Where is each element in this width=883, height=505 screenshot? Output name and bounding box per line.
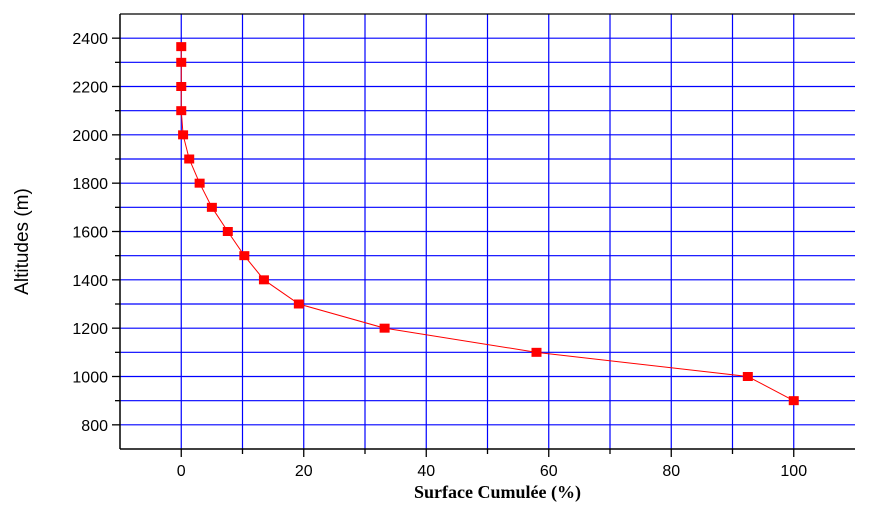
y-tick-label: 1800 [72,176,108,193]
y-axis-label: Altitudes (m) [12,188,33,295]
data-point-marker [742,372,753,381]
data-point-marker [176,57,187,67]
y-tick-label: 1600 [72,225,108,242]
x-tick-label: 0 [177,463,186,480]
tick-labels: 0 20 40 60 80 100 800 1000 1200 1400 1600 1800 2000 2… [72,31,807,480]
grid [120,14,855,449]
x-tick-label: 80 [662,463,680,480]
data-point-marker [184,154,195,164]
data-point-marker [379,323,390,333]
y-tick-label: 1000 [72,370,108,387]
y-tick-label: 1400 [72,273,108,290]
y-tick-label: 1200 [72,321,108,338]
data-point-marker [206,202,217,212]
x-tick-label: 60 [540,463,558,480]
data-point-marker [194,178,205,188]
data-point-marker [178,130,189,140]
data-point-marker [788,396,799,406]
axes [112,13,855,457]
y-tick-label: 2200 [72,80,108,97]
data-point-marker [239,251,250,261]
y-tick-label: 800 [81,418,108,435]
data-point-marker [222,227,233,236]
data-point-marker [293,299,304,309]
data-point-marker [258,275,269,285]
data-point-marker [176,106,187,116]
series [176,42,799,406]
series-line [180,46,794,402]
x-tick-label: 20 [295,463,313,480]
x-axis-label: Surface Cumulée (%) [414,482,581,503]
data-point-marker [531,347,542,357]
x-tick-label: 100 [780,463,807,480]
y-tick-label: 2400 [72,31,108,48]
data-point-marker [176,82,187,91]
x-tick-label: 40 [417,463,435,480]
data-point-marker [176,42,187,52]
y-tick-label: 2000 [72,128,108,145]
